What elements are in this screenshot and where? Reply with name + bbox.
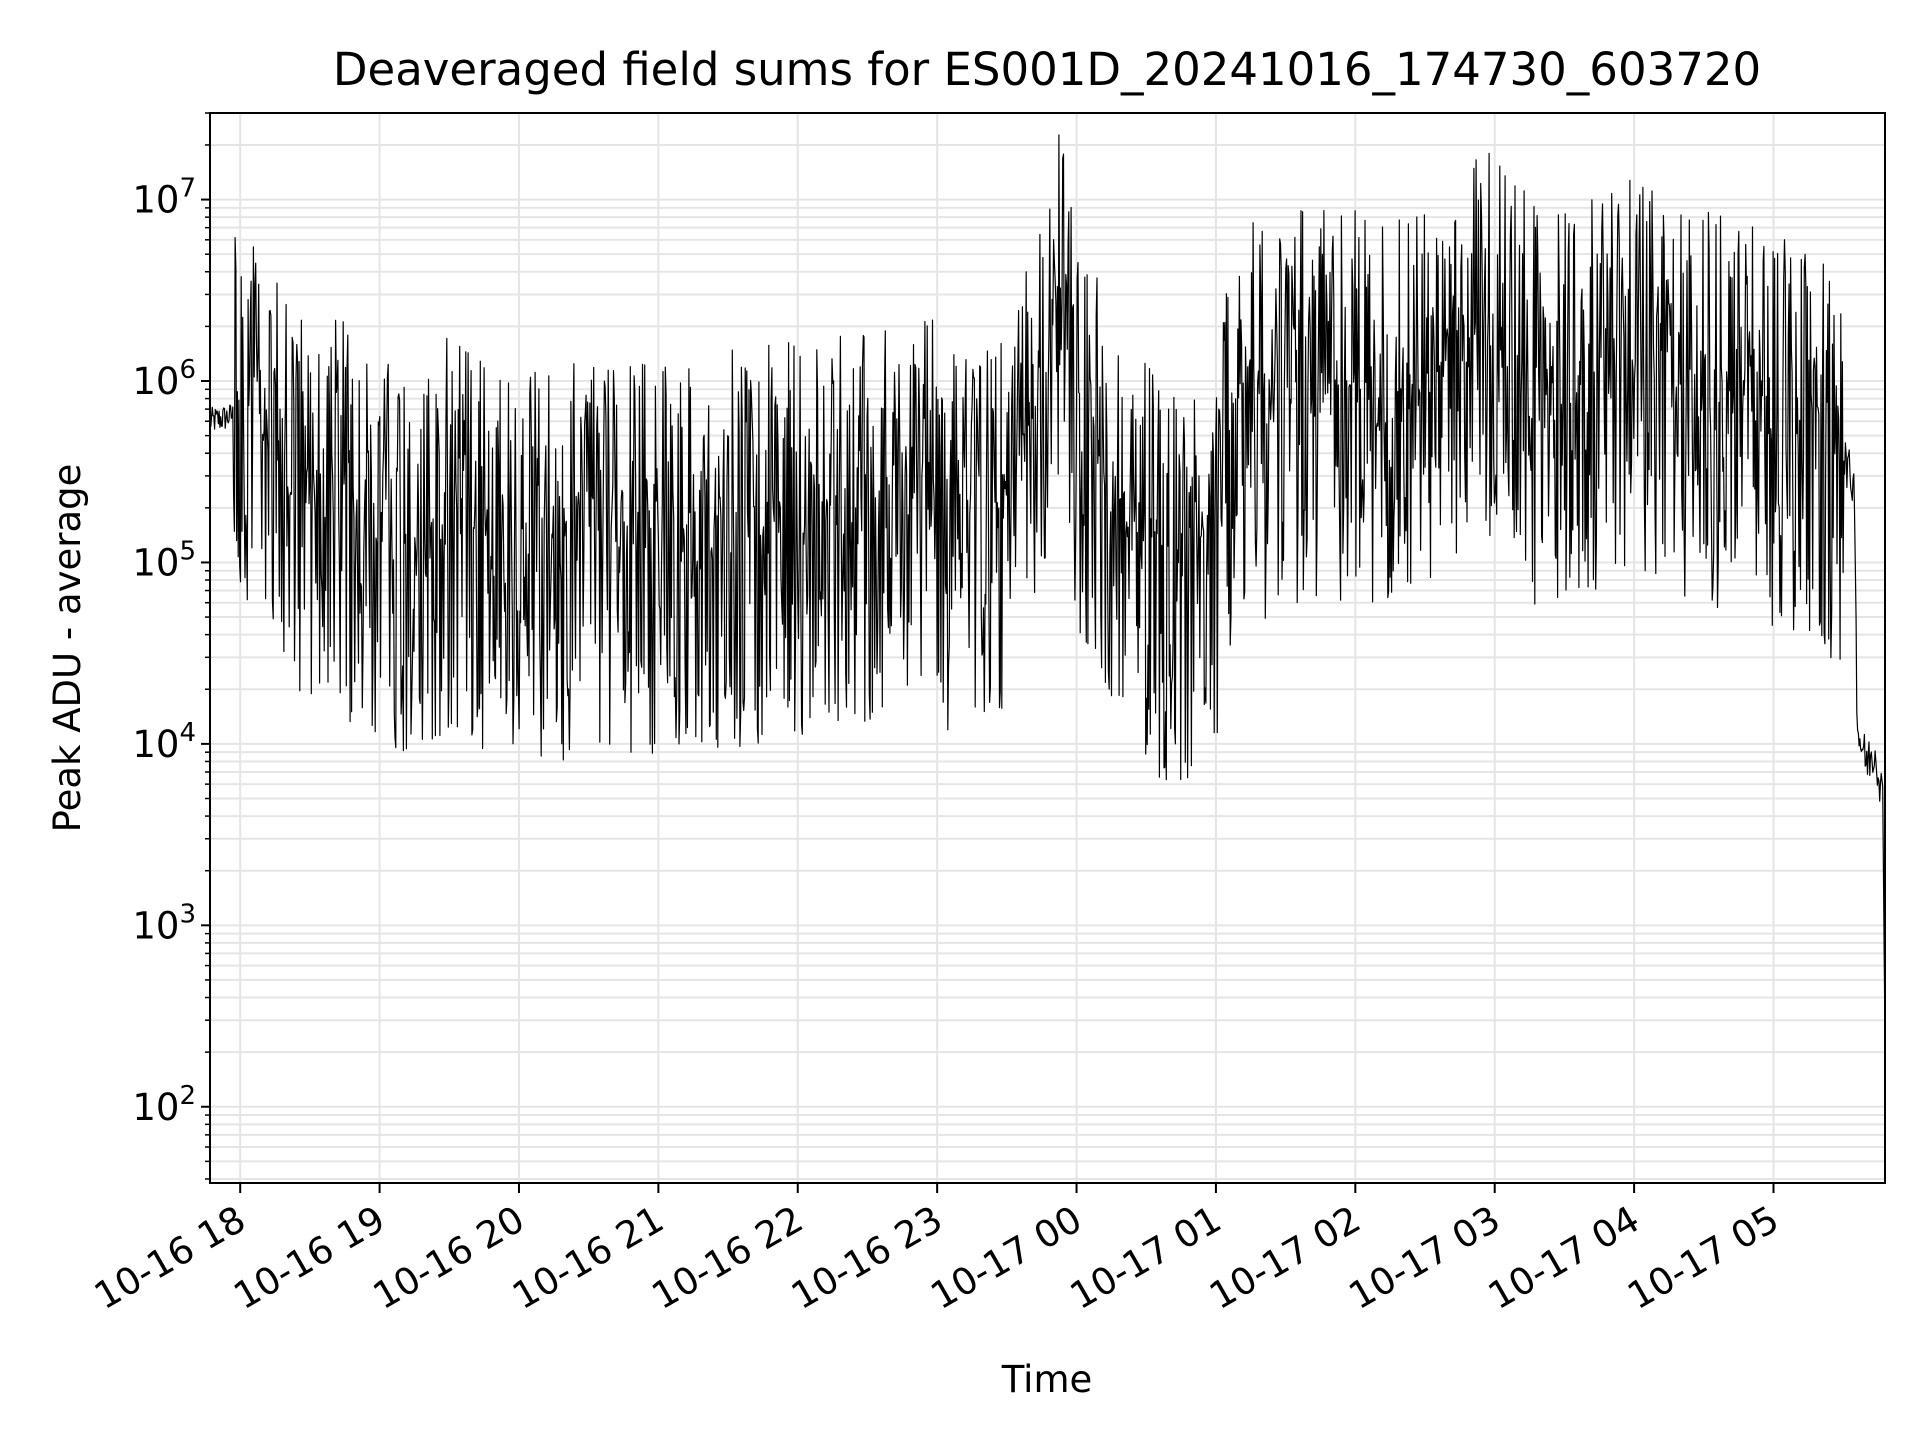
x-tick-label: 10-16 20: [366, 1198, 532, 1318]
y-tick-label: 107: [132, 174, 196, 222]
y-axis-ticks: 102 103 104 105 106 107: [132, 112, 210, 1180]
y-tick-label: 105: [132, 536, 196, 584]
y-tick-label: 103: [132, 899, 196, 947]
x-axis-label: Time: [1001, 1358, 1093, 1401]
chart-title: Deaveraged field sums for ES001D_2024101…: [333, 43, 1761, 96]
x-tick-label: 10-16 23: [784, 1198, 950, 1318]
grid-lines: [210, 112, 1885, 1183]
y-tick-label: 102: [132, 1081, 196, 1129]
y-axis-label: Peak ADU - average: [46, 464, 89, 833]
series-line: [209, 134, 1886, 1042]
x-tick-label: 10-16 21: [505, 1198, 671, 1318]
y-tick-label: 106: [132, 355, 196, 403]
x-tick-label: 10-17 04: [1481, 1198, 1647, 1318]
plot-area-frame: [209, 112, 1886, 1184]
x-tick-label: 10-17 02: [1202, 1198, 1368, 1318]
x-tick-label: 10-16 18: [87, 1198, 253, 1318]
x-tick-label: 10-16 22: [645, 1198, 811, 1318]
x-tick-label: 10-17 00: [923, 1198, 1089, 1318]
x-tick-label: 10-17 01: [1063, 1198, 1229, 1318]
x-tick-label: 10-17 05: [1620, 1198, 1786, 1318]
x-tick-label: 10-17 03: [1342, 1198, 1508, 1318]
x-tick-label: 10-16 19: [227, 1198, 393, 1318]
y-tick-label: 104: [132, 718, 196, 766]
